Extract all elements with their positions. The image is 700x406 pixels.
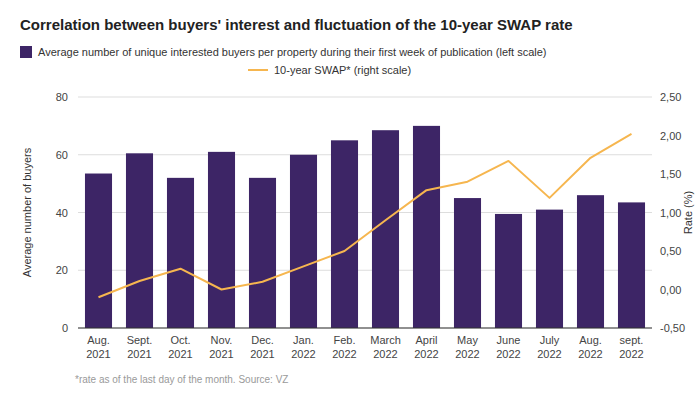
x-tick-label-line: 2022 bbox=[373, 348, 397, 360]
x-tick-label: July 2022 bbox=[537, 334, 561, 360]
legend-entry: 10-year SWAP* (right scale) bbox=[248, 64, 411, 76]
y2-tick bbox=[652, 289, 655, 290]
marks bbox=[85, 126, 645, 328]
x-tick-label-line: 2022 bbox=[578, 348, 602, 360]
x-tick-label: sept. 2022 bbox=[619, 334, 643, 360]
y2-tick-label: 1,00 bbox=[660, 207, 681, 219]
x-tick-label: Aug. 2022 bbox=[578, 334, 602, 360]
bar bbox=[454, 198, 481, 328]
x-tick-label-line: 2021 bbox=[86, 348, 110, 360]
x-tick-label-line: 2022 bbox=[455, 348, 479, 360]
bar bbox=[536, 210, 563, 328]
x-tick-label-line: June bbox=[497, 334, 521, 346]
legend-line bbox=[248, 69, 268, 71]
bar bbox=[372, 130, 399, 328]
x-tick-label: Oct. 2021 bbox=[168, 334, 192, 360]
grid-line bbox=[78, 212, 652, 213]
x-tick-label-line: 2022 bbox=[414, 348, 438, 360]
x-tick-label: Aug. 2021 bbox=[86, 334, 110, 360]
x-tick-label-line: July bbox=[540, 334, 560, 346]
bar bbox=[290, 155, 317, 328]
y-axis-title: Average number of buyers bbox=[21, 147, 33, 277]
x-tick-label: Nov. 2021 bbox=[209, 334, 233, 360]
x-tick-label: Jan. 2022 bbox=[291, 334, 315, 360]
legend-swatch bbox=[20, 46, 32, 58]
y2-tick-label: 0,50 bbox=[660, 245, 681, 257]
x-tick-label-line: Aug. bbox=[87, 334, 110, 346]
y-tick-label: 80 bbox=[56, 91, 68, 103]
bar bbox=[577, 195, 604, 328]
y2-tick-label: 1,50 bbox=[660, 168, 681, 180]
bar bbox=[413, 126, 440, 328]
y2-tick-label: -0,50 bbox=[660, 322, 685, 334]
x-tick-label: March 2022 bbox=[370, 334, 401, 360]
x-tick-label: May 2022 bbox=[455, 334, 479, 360]
x-tick-label: June 2022 bbox=[496, 334, 520, 360]
grid-line bbox=[78, 97, 652, 98]
x-tick-label-line: Aug. bbox=[579, 334, 602, 346]
x-tick-label-line: 2022 bbox=[537, 348, 561, 360]
bar bbox=[167, 178, 194, 328]
bar bbox=[618, 202, 645, 328]
legend-label: 10-year SWAP* (right scale) bbox=[274, 64, 411, 76]
y2-tick bbox=[652, 97, 655, 98]
x-tick-label-line: 2021 bbox=[209, 348, 233, 360]
y2-tick-label: 0,00 bbox=[660, 284, 681, 296]
x-tick-label-line: March bbox=[370, 334, 401, 346]
x-tick-label-line: 2021 bbox=[127, 348, 151, 360]
bar bbox=[495, 214, 522, 328]
x-tick-label-line: 2022 bbox=[332, 348, 356, 360]
y2-tick-label: 2,50 bbox=[660, 91, 681, 103]
y2-tick bbox=[652, 251, 655, 252]
y2-tick bbox=[652, 328, 655, 329]
y-tick-label: 60 bbox=[56, 149, 68, 161]
title: Correlation between buyers' interest and… bbox=[20, 16, 573, 33]
x-tick-label-line: April bbox=[415, 334, 437, 346]
x-tick-label-line: May bbox=[457, 334, 478, 346]
chart: Correlation between buyers' interest and… bbox=[0, 0, 700, 406]
y-tick-label: 0 bbox=[62, 322, 68, 334]
grid-line bbox=[78, 154, 652, 155]
y2-tick bbox=[652, 212, 655, 213]
x-tick-label: Dec. 2021 bbox=[250, 334, 274, 360]
grid-line bbox=[78, 270, 652, 271]
x-tick-label-line: 2022 bbox=[291, 348, 315, 360]
x-tick-label-line: Oct. bbox=[170, 334, 190, 346]
bar bbox=[331, 140, 358, 328]
x-tick-label-line: Nov. bbox=[211, 334, 233, 346]
x-tick-label-line: 2021 bbox=[250, 348, 274, 360]
x-tick-label-line: 2021 bbox=[168, 348, 192, 360]
x-tick-label-line: Feb. bbox=[333, 334, 355, 346]
x-tick-label: April 2022 bbox=[414, 334, 438, 360]
grid-line bbox=[78, 328, 652, 329]
line bbox=[99, 134, 632, 297]
x-tick-label-line: Jan. bbox=[293, 334, 314, 346]
x-tick-label-line: 2022 bbox=[496, 348, 520, 360]
x-tick-label-line: 2022 bbox=[619, 348, 643, 360]
y2-axis-title: Rate (%) bbox=[682, 191, 694, 234]
y2-tick-label: 2,00 bbox=[660, 130, 681, 142]
x-tick-label: Sept. 2021 bbox=[127, 334, 153, 360]
x-tick-label-line: sept. bbox=[620, 334, 644, 346]
y2-tick bbox=[652, 135, 655, 136]
bar bbox=[126, 153, 153, 328]
y2-tick bbox=[652, 174, 655, 175]
legend-entry: Average number of unique interested buye… bbox=[20, 46, 547, 58]
bar bbox=[249, 178, 276, 328]
footnote: *rate as of the last day of the month. S… bbox=[75, 374, 288, 385]
x-axis-line bbox=[78, 328, 652, 329]
y-tick-label: 40 bbox=[56, 207, 68, 219]
x-tick-label: Feb. 2022 bbox=[332, 334, 356, 360]
bar bbox=[85, 174, 112, 328]
legend-label: Average number of unique interested buye… bbox=[38, 46, 547, 58]
y-tick-label: 20 bbox=[56, 264, 68, 276]
bar bbox=[208, 152, 235, 328]
x-tick-label-line: Sept. bbox=[127, 334, 153, 346]
x-tick-label-line: Dec. bbox=[251, 334, 274, 346]
